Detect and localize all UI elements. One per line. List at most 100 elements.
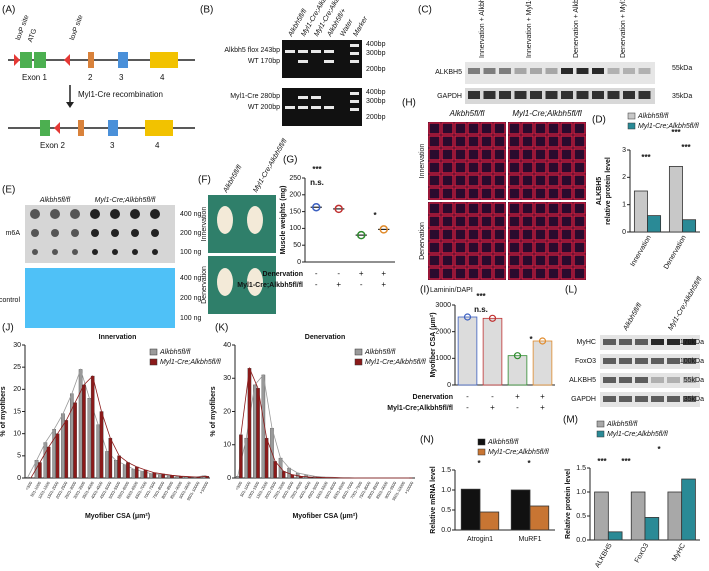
fiber: [480, 122, 493, 135]
fiber: [480, 187, 493, 200]
band: [592, 68, 604, 74]
blot: [600, 354, 700, 369]
blot: [465, 62, 655, 84]
bar: [25, 476, 30, 479]
y-axis-label: % of myofibers: [0, 386, 7, 436]
bar: [253, 384, 257, 479]
chart-title: Denervation: [305, 334, 345, 341]
fiber: [467, 135, 480, 148]
band: [683, 396, 696, 402]
legend-swatch: [596, 430, 605, 438]
fiber: [454, 228, 467, 241]
legend-swatch: [627, 112, 636, 120]
label: 55kDa: [684, 377, 704, 384]
significance: n.s.: [310, 178, 324, 187]
band: [350, 44, 359, 47]
band: [619, 339, 632, 345]
y-tick-label: 5: [17, 453, 21, 460]
fiber: [480, 148, 493, 161]
micrograph: [508, 122, 586, 200]
legend-label: Myl1-Cre;Alkbh5fl/fl: [365, 359, 426, 366]
label: Alkbh5fl/fl: [39, 197, 71, 204]
bar: [647, 215, 662, 233]
fiber: [521, 187, 534, 200]
x-axis-label: Myofiber CSA (μm²): [85, 513, 150, 520]
label: Innervation + Alkbh5fl/fl: [479, 0, 486, 58]
band: [298, 96, 308, 99]
fiber: [573, 148, 586, 161]
legend-swatch: [354, 348, 363, 356]
label: 35kDa: [684, 396, 704, 403]
label: ALKBH5: [569, 377, 596, 384]
band: [667, 396, 680, 402]
label: Denervation + Myl1-Cre;Alkbh5fl/fl: [620, 0, 627, 58]
fiber: [441, 135, 454, 148]
bar: [479, 511, 500, 531]
fiber: [441, 241, 454, 254]
y-tick-label: 20: [13, 386, 21, 393]
label: 300bp: [366, 98, 386, 105]
fiber: [508, 215, 521, 228]
significance: ***: [671, 128, 681, 137]
band: [667, 377, 680, 383]
band: [603, 339, 616, 345]
fiber: [480, 215, 493, 228]
fiber: [521, 241, 534, 254]
fiber: [467, 174, 480, 187]
condition-sign: -: [315, 280, 318, 289]
band: [619, 377, 632, 383]
bar: [108, 437, 113, 479]
band: [324, 106, 334, 109]
y-tick-label: 0.0: [441, 527, 451, 534]
loading: [25, 268, 175, 328]
fiber: [428, 122, 441, 135]
fiber: [547, 187, 560, 200]
y-axis-label: Myofiber CSA (μm²): [430, 312, 437, 377]
arrow: [66, 102, 74, 108]
band: [545, 68, 558, 74]
fiber: [493, 241, 506, 254]
muscle: [247, 206, 263, 234]
band: [603, 396, 616, 402]
x-tick-label: Denervation: [663, 234, 688, 270]
fiber: [508, 122, 521, 135]
bar: [161, 473, 166, 479]
fiber: [454, 161, 467, 174]
y-tick-label: 25: [13, 364, 21, 371]
blot: [600, 335, 700, 350]
y-tick-label: 30: [13, 342, 21, 349]
band: [603, 358, 616, 364]
fiber: [508, 148, 521, 161]
fiber: [534, 161, 547, 174]
bar: [43, 442, 48, 479]
bar: [105, 451, 109, 479]
band: [311, 106, 321, 109]
band: [468, 91, 480, 99]
dot: [51, 229, 59, 237]
chart-title: Innervation: [99, 334, 137, 341]
y-tick-label: 50: [293, 242, 301, 249]
label: FoxO3: [575, 358, 596, 365]
significance: ***: [597, 457, 607, 466]
label: 200bp: [366, 114, 386, 121]
label: 170kDa: [680, 339, 704, 346]
condition-sign: -: [360, 280, 363, 289]
condition-sign: -: [466, 403, 469, 412]
fiber: [521, 174, 534, 187]
fiber: [493, 174, 506, 187]
dot: [72, 249, 78, 255]
bar: [644, 517, 660, 541]
bar: [264, 437, 269, 479]
dot: [71, 229, 79, 237]
y-tick-label: 40: [223, 342, 231, 349]
fiber: [441, 122, 454, 135]
fiber: [441, 254, 454, 267]
dot: [130, 209, 140, 219]
bar: [256, 388, 260, 479]
label: ATG: [27, 28, 38, 43]
dot: [131, 229, 139, 237]
label: loxP site: [69, 14, 85, 41]
x-tick-label: >10000: [198, 480, 209, 495]
x-tick-label: ALKBH5: [594, 542, 614, 569]
fiber: [547, 228, 560, 241]
